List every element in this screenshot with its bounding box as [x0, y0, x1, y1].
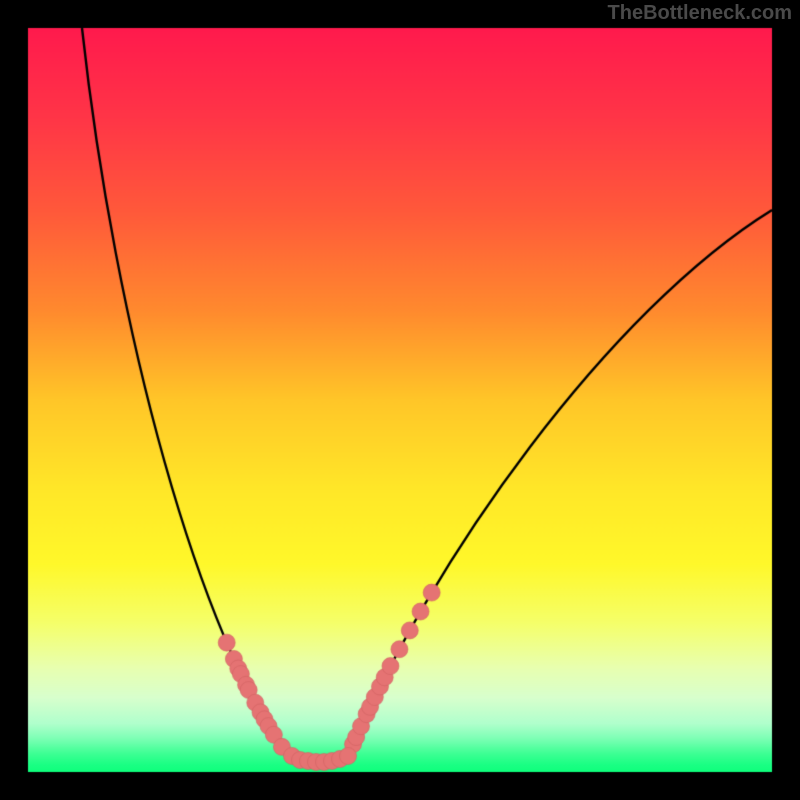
chart-canvas: [0, 0, 800, 800]
chart-root: TheBottleneck.com: [0, 0, 800, 800]
